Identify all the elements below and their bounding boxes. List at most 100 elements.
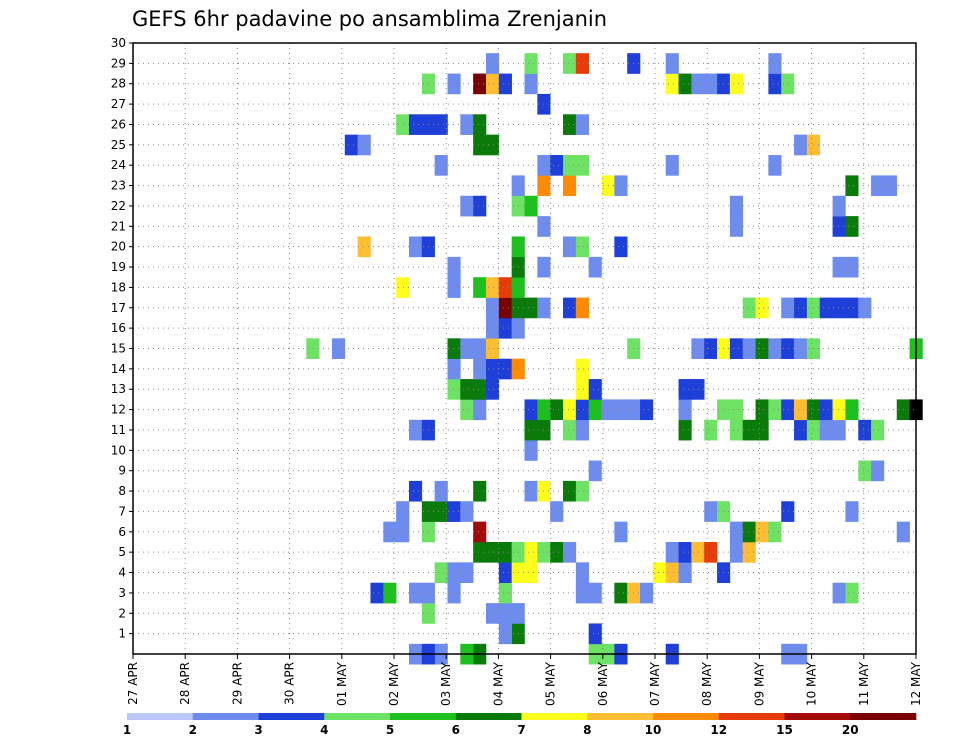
legend-swatch [653,713,720,720]
heatmap-cell [678,419,692,441]
heatmap-cell [742,541,756,563]
heatmap-cell [473,399,487,421]
heatmap-cell [563,541,577,563]
y-tick-label: 10 [111,443,126,457]
heatmap-cell [447,338,461,359]
heatmap-cell [524,53,538,74]
heatmap-cell [781,338,795,359]
heatmap-cell [691,379,705,400]
y-tick-label: 5 [118,545,126,559]
heatmap-cell [563,53,577,74]
grid-lines [133,43,916,654]
heatmap-cell [755,419,769,441]
heatmap-cell [485,338,500,359]
heatmap-cell [678,379,692,400]
legend-swatch [258,713,325,720]
y-tick-label: 4 [118,566,126,580]
heatmap-cell [447,562,461,584]
heatmap-cell [524,562,538,584]
heatmap-cell [396,114,410,135]
heatmap-cell [575,358,589,380]
heatmap-cell [794,134,808,156]
heatmap-cell [588,256,602,278]
y-tick-label: 22 [111,199,126,213]
heatmap-cell [563,175,577,197]
x-tick-label: 02 MAY [387,661,401,706]
heatmap-cell [729,399,744,421]
heatmap-cell [575,53,589,74]
y-tick-label: 16 [111,321,126,335]
legend-label: 10 [645,723,662,737]
heatmap-cell [742,297,756,319]
heatmap-cell [575,379,589,400]
heatmap-cell [575,399,589,421]
heatmap-cell [473,379,487,400]
heatmap-cell [460,379,474,400]
heatmap-cell [729,338,744,359]
heatmap-cell [357,134,371,156]
heatmap-cell [575,480,589,502]
legend-swatch [784,713,851,720]
y-tick-label: 7 [118,504,126,518]
heatmap-cell [704,501,718,522]
heatmap-cell [781,297,795,319]
heatmap-cell [524,297,538,319]
y-tick-label: 12 [111,403,126,417]
heatmap-cell [832,297,846,319]
heatmap-cell [524,399,538,421]
legend-label: 4 [320,723,328,737]
heatmap-cell [871,419,885,441]
heatmap-cell [832,216,846,237]
heatmap-cell [485,134,500,156]
x-tick-label: 08 MAY [700,661,714,706]
heatmap-cell [794,419,808,441]
heatmap-cell [485,53,500,74]
heatmap-cell [871,175,885,197]
heatmap-cell [588,460,602,482]
y-tick-label: 25 [111,138,126,152]
heatmap-cell [883,175,898,197]
y-tick-label: 19 [111,260,126,274]
heatmap-cell [755,399,769,421]
x-tick-label: 27 APR [126,662,140,705]
heatmap-cell [575,582,589,604]
x-tick-label: 29 APR [230,662,244,705]
heatmap-cell [575,419,589,441]
heatmap-cell [434,155,448,176]
heatmap-cell [460,501,474,522]
x-tick-label: 28 APR [178,662,192,705]
heatmap-cell [691,338,705,359]
heatmap-cell [575,297,589,319]
y-axis-ticks: 1234567891011121314151617181920212223242… [111,36,133,641]
heatmap-cell [563,155,577,176]
heatmap-cell [408,419,423,441]
y-tick-label: 13 [111,382,126,396]
heatmap-cell [408,236,423,258]
heatmap-cell [498,297,512,319]
heatmap-cell [498,582,512,604]
heatmap-cell [473,338,487,359]
x-tick-label: 01 MAY [335,661,349,706]
heatmap-cell [447,379,461,400]
heatmap-cell [434,114,448,135]
legend-swatch [192,713,259,720]
x-tick-label: 10 MAY [805,661,819,706]
heatmap-cell [819,399,833,421]
x-tick-label: 06 MAY [596,661,610,706]
heatmap-cell [678,73,692,95]
heatmap-cell [742,338,756,359]
heatmap-cell [704,73,718,95]
heatmap-cell [473,541,487,563]
heatmap-cell [845,216,859,237]
heatmap-cell [614,175,628,197]
y-tick-label: 14 [111,362,126,376]
y-tick-label: 1 [118,627,126,641]
heatmap-cell [819,419,833,441]
y-tick-label: 26 [111,117,126,131]
heatmap-cell [447,501,461,522]
y-tick-label: 20 [111,240,126,254]
heatmap-cell [691,541,705,563]
heatmap-cell [408,480,423,502]
heatmap-cell [434,562,448,584]
heatmap-cell [306,338,320,359]
